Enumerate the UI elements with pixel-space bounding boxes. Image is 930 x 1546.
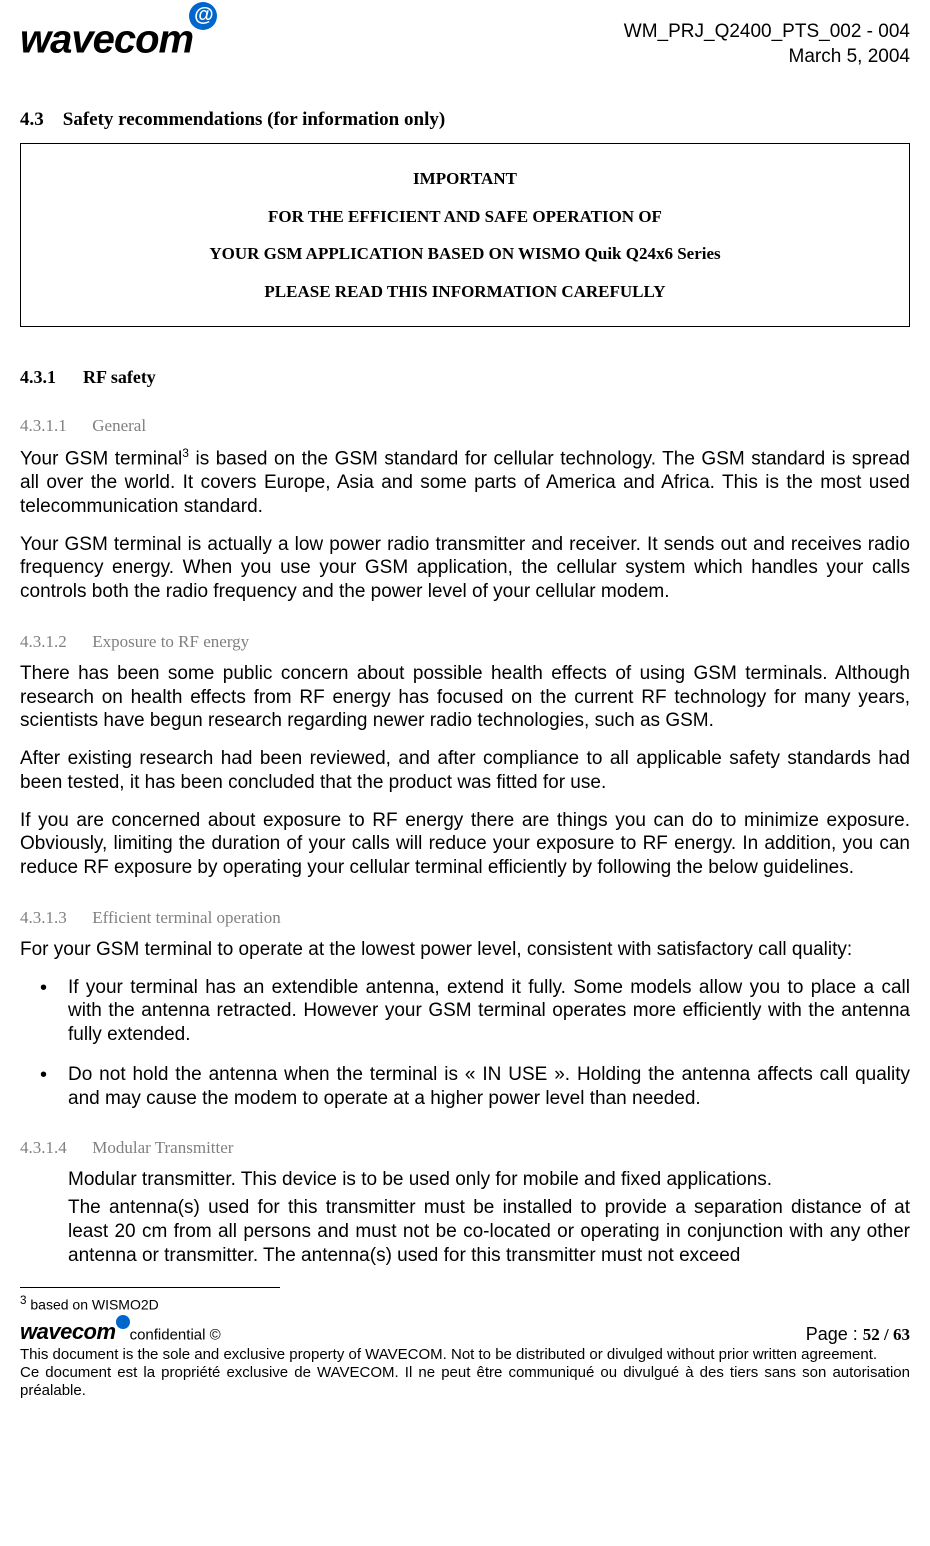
- modular-p2: The antenna(s) used for this transmitter…: [20, 1196, 910, 1267]
- footer-left: wavecomconfidential ©: [20, 1317, 221, 1346]
- subsub-title: Efficient terminal operation: [92, 908, 281, 927]
- bullet-antenna-hold: Do not hold the antenna when the termina…: [68, 1063, 910, 1111]
- footer-confidential: confidential ©: [130, 1326, 221, 1343]
- footnote-text: based on WISMO2D: [26, 1297, 158, 1313]
- page-number: 52 / 63: [863, 1325, 910, 1344]
- logo-globe-icon: [189, 2, 217, 30]
- page-label: Page :: [806, 1324, 863, 1344]
- subsub-num: 4.3.1.3: [20, 908, 67, 927]
- page-header: wavecom WM_PRJ_Q2400_PTS_002 - 004 March…: [20, 10, 910, 69]
- footnote-ref-3: 3: [182, 446, 189, 460]
- section-4-3-heading: 4.3 Safety recommendations (for informat…: [20, 109, 910, 131]
- doc-date: March 5, 2004: [624, 45, 910, 70]
- exposure-p3: If you are concerned about exposure to R…: [20, 809, 910, 880]
- section-4-3-1-3-heading: 4.3.1.3 Efficient terminal operation: [20, 908, 910, 928]
- important-line-4: PLEASE READ THIS INFORMATION CAREFULLY: [37, 273, 893, 310]
- important-line-3: YOUR GSM APPLICATION BASED ON WISMO Quik…: [37, 235, 893, 272]
- general-p1: Your GSM terminal3 is based on the GSM s…: [20, 446, 910, 519]
- page-footer: wavecomconfidential © Page : 52 / 63 Thi…: [20, 1317, 910, 1400]
- section-4-3-1-4-heading: 4.3.1.4 Modular Transmitter: [20, 1138, 910, 1158]
- important-callout-box: IMPORTANT FOR THE EFFICIENT AND SAFE OPE…: [20, 143, 910, 327]
- modular-p1: Modular transmitter. This device is to b…: [20, 1168, 910, 1192]
- exposure-p2: After existing research had been reviewe…: [20, 747, 910, 795]
- footer-disclaimer-fr: Ce document est la propriété exclusive d…: [20, 1364, 910, 1400]
- subsub-title: General: [92, 416, 146, 435]
- header-meta: WM_PRJ_Q2400_PTS_002 - 004 March 5, 2004: [624, 10, 910, 69]
- footnote-3: 3 based on WISMO2D: [20, 1294, 910, 1313]
- doc-id: WM_PRJ_Q2400_PTS_002 - 004: [624, 20, 910, 45]
- footer-disclaimer-en: This document is the sole and exclusive …: [20, 1346, 910, 1364]
- subsection-title: RF safety: [83, 367, 156, 387]
- general-p2: Your GSM terminal is actually a low powe…: [20, 533, 910, 604]
- wavecom-logo: wavecom: [20, 10, 217, 62]
- subsection-num: 4.3.1: [20, 367, 56, 387]
- subsub-num: 4.3.1.1: [20, 416, 67, 435]
- subsub-num: 4.3.1.2: [20, 632, 67, 651]
- footnote-separator: [20, 1287, 280, 1288]
- important-line-2: FOR THE EFFICIENT AND SAFE OPERATION OF: [37, 198, 893, 235]
- important-line-1: IMPORTANT: [37, 160, 893, 197]
- section-4-3-1-heading: 4.3.1 RF safety: [20, 367, 910, 388]
- subsub-title: Exposure to RF energy: [92, 632, 249, 651]
- footer-wavecom-logo: wavecom: [20, 1319, 130, 1344]
- footer-logo-globe-icon: [116, 1315, 130, 1329]
- general-p1a: Your GSM terminal: [20, 448, 182, 469]
- section-title: Safety recommendations (for information …: [63, 109, 445, 130]
- footer-top-line: wavecomconfidential © Page : 52 / 63: [20, 1317, 910, 1346]
- bullet-antenna-extend: If your terminal has an extendible anten…: [68, 976, 910, 1047]
- document-page: wavecom WM_PRJ_Q2400_PTS_002 - 004 March…: [0, 0, 930, 1546]
- efficient-p1: For your GSM terminal to operate at the …: [20, 938, 910, 962]
- footer-page: Page : 52 / 63: [806, 1324, 910, 1346]
- section-num: 4.3: [20, 109, 44, 130]
- section-4-3-1-1-heading: 4.3.1.1 General: [20, 416, 910, 436]
- section-4-3-1-2-heading: 4.3.1.2 Exposure to RF energy: [20, 632, 910, 652]
- subsub-num: 4.3.1.4: [20, 1138, 67, 1157]
- exposure-p1: There has been some public concern about…: [20, 662, 910, 733]
- subsub-title: Modular Transmitter: [92, 1138, 233, 1157]
- efficient-bullets: If your terminal has an extendible anten…: [20, 976, 910, 1111]
